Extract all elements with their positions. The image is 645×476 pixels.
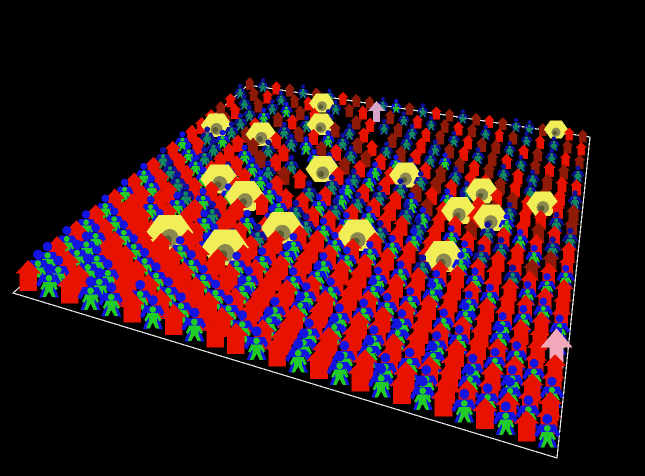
agent-person: [457, 109, 469, 124]
hex-dot-shade: [552, 130, 558, 136]
agent-yellow-hex: [309, 93, 335, 113]
agent-person: [390, 99, 402, 114]
agent-dark-red-house: [531, 146, 544, 162]
agent-red-house: [493, 128, 505, 143]
agent-yellow-hex: [306, 113, 336, 136]
agent-dark-red-house: [561, 139, 574, 154]
agent-red-house: [575, 141, 587, 156]
hex-dot-shade: [318, 104, 324, 110]
agent-person: [510, 117, 522, 133]
agents-layer: [15, 77, 588, 448]
agent-yellow-hex: [200, 113, 233, 138]
agent-red-house: [534, 135, 546, 149]
agent-yellow-hex: [305, 156, 340, 182]
agent-person: [297, 84, 309, 99]
hex-dot-shade: [317, 171, 325, 178]
hex-dot-shade: [212, 127, 219, 133]
hex-dot-shade: [257, 136, 263, 142]
hex-dot-shade: [317, 126, 323, 132]
hex-dot-shade: [538, 205, 545, 212]
agent-red-house: [559, 151, 572, 167]
agent-dark-red-house: [284, 83, 296, 97]
agent-person: [417, 103, 429, 118]
agent-yellow-hex: [526, 191, 560, 217]
agent-person: [520, 131, 533, 147]
agent-person: [257, 78, 269, 93]
agent-person: [548, 136, 560, 152]
agent-yellow-hex: [245, 122, 278, 147]
agent-yellow-hex: [543, 120, 569, 139]
